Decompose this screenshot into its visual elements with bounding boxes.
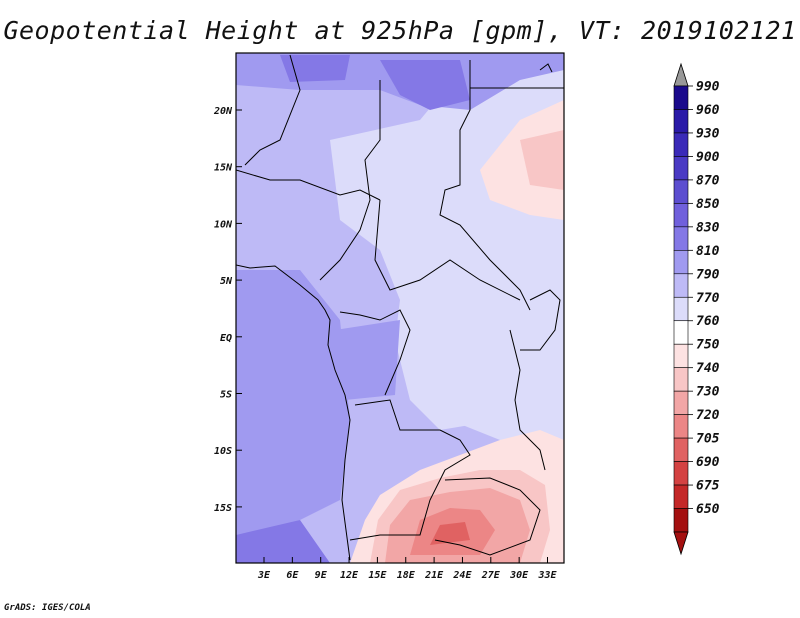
colorbar-bottom-arrow bbox=[673, 531, 689, 556]
height-field bbox=[236, 53, 564, 563]
colorbar-label: 770 bbox=[696, 291, 720, 306]
colorbar-label: 810 bbox=[696, 244, 720, 259]
colorbar-label: 690 bbox=[696, 455, 720, 470]
colorbar-label: 760 bbox=[696, 314, 720, 329]
lon-tick-label: 21E bbox=[424, 570, 444, 581]
lon-tick-label: 33E bbox=[537, 570, 557, 581]
longitude-axis: 3E 6E 9E 12E 15E 18E 21E 24E 27E 30E 33E bbox=[257, 557, 558, 581]
lat-tick-label: 5S bbox=[220, 390, 232, 401]
lon-tick-label: 3E bbox=[257, 570, 271, 581]
colorbar-label: 870 bbox=[696, 173, 720, 188]
lat-tick-label: 20N bbox=[213, 106, 233, 117]
lon-tick-label: 18E bbox=[397, 570, 416, 581]
colorbar-swatch bbox=[673, 461, 689, 486]
map-frame bbox=[235, 52, 565, 564]
colorbar-label: 650 bbox=[696, 502, 720, 517]
colorbar-swatch bbox=[673, 437, 689, 462]
latitude-axis: 20N 15N 10N 5N EQ 5S 10S 15S bbox=[213, 106, 242, 514]
lon-tick-label: 24E bbox=[452, 570, 472, 581]
colorbar-label: 900 bbox=[696, 150, 720, 165]
colorbar-label: 990 bbox=[696, 80, 720, 95]
colorbar-label: 730 bbox=[696, 385, 720, 400]
lat-tick-label: 10N bbox=[214, 219, 233, 230]
lon-tick-label: 15E bbox=[368, 570, 387, 581]
colorbar-swatch bbox=[673, 367, 689, 392]
colorbar-label: 675 bbox=[696, 479, 720, 494]
colorbar-swatch bbox=[673, 296, 689, 322]
colorbar-label: 790 bbox=[696, 267, 720, 282]
country-borders bbox=[236, 54, 564, 561]
colorbar-swatch bbox=[673, 414, 689, 439]
colorbar-swatch bbox=[673, 179, 689, 204]
colorbar: 990 960 930 900 870 850 830 810 790 770 760 750 740 7… bbox=[673, 62, 720, 556]
lat-tick-label: 5N bbox=[220, 276, 233, 287]
lon-tick-label: 30E bbox=[509, 570, 529, 581]
colorbar-swatch bbox=[673, 226, 689, 251]
lat-tick-label: 10S bbox=[214, 446, 232, 457]
colorbar-label: 960 bbox=[696, 103, 720, 118]
colorbar-label: 930 bbox=[696, 126, 720, 141]
colorbar-swatch bbox=[673, 109, 689, 134]
lon-tick-label: 9E bbox=[315, 570, 328, 581]
colorbar-label: 750 bbox=[696, 338, 720, 353]
colorbar-top-arrow bbox=[673, 62, 689, 87]
map-title: Geopotential Height at 925hPa [gpm], VT:… bbox=[3, 16, 797, 45]
colorbar-swatch bbox=[673, 343, 689, 368]
lon-tick-label: 27E bbox=[481, 570, 501, 581]
lat-tick-label: 15S bbox=[214, 503, 232, 514]
colorbar-swatch bbox=[673, 508, 689, 533]
lat-tick-label: 15N bbox=[214, 163, 233, 174]
colorbar-label: 705 bbox=[696, 432, 720, 447]
colorbar-swatch bbox=[673, 132, 689, 157]
colorbar-swatch bbox=[673, 156, 689, 181]
colorbar-swatch bbox=[673, 273, 689, 298]
colorbar-label: 740 bbox=[696, 361, 720, 376]
colorbar-swatch bbox=[673, 320, 689, 345]
colorbar-swatch bbox=[673, 203, 689, 228]
credit-text: GrADS: IGES/COLA bbox=[4, 603, 91, 613]
colorbar-label: 850 bbox=[696, 197, 720, 212]
colorbar-swatch bbox=[673, 250, 689, 275]
lon-tick-label: 12E bbox=[340, 570, 359, 581]
colorbar-label: 830 bbox=[696, 220, 720, 235]
colorbar-swatch bbox=[673, 484, 689, 509]
colorbar-label: 720 bbox=[696, 408, 720, 423]
colorbar-swatch bbox=[673, 390, 689, 415]
lon-tick-label: 6E bbox=[286, 570, 299, 581]
colorbar-swatch bbox=[673, 85, 689, 110]
lat-tick-label: EQ bbox=[220, 333, 232, 344]
